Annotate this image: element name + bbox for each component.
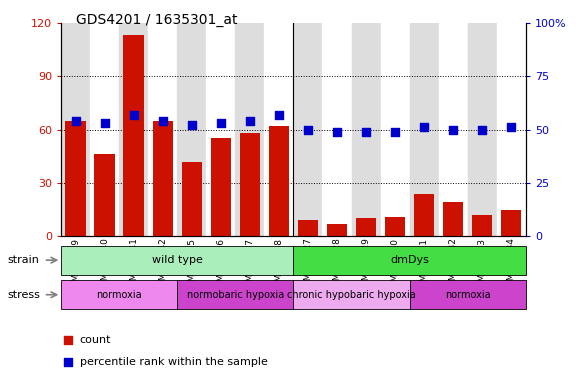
Point [332,129,342,135]
Text: dmDys: dmDys [390,255,429,265]
Bar [61,23,90,236]
Point [187,122,196,128]
Bar [293,246,526,275]
Bar [61,246,293,275]
Point [507,124,516,131]
Point [216,120,225,126]
Bar [327,224,347,236]
Point [100,120,109,126]
Bar [65,121,86,236]
Text: GDS4201 / 1635301_at: GDS4201 / 1635301_at [76,13,237,27]
Bar [177,23,206,236]
Text: normoxia: normoxia [445,290,490,300]
Text: percentile rank within the sample: percentile rank within the sample [80,358,267,367]
Bar [381,23,410,236]
Bar [414,194,435,236]
Bar [385,217,406,236]
Bar [356,218,376,236]
Point [478,126,487,132]
Bar [211,139,231,236]
Bar [181,162,202,236]
Bar [240,133,260,236]
Point [63,337,73,343]
Bar [322,23,352,236]
Point [158,118,167,124]
Text: wild type: wild type [152,255,203,265]
Bar [177,280,293,309]
Point [390,129,400,135]
Point [129,112,138,118]
Bar [119,23,148,236]
Bar [443,202,464,236]
Point [419,124,429,131]
Point [71,118,80,124]
Bar [298,220,318,236]
Bar [410,23,439,236]
Bar [269,126,289,236]
Text: normoxia: normoxia [96,290,142,300]
Text: stress: stress [7,290,40,300]
Bar [152,121,173,236]
Bar [206,23,235,236]
Point [274,112,284,118]
Bar [439,23,468,236]
Text: count: count [80,335,111,345]
Bar [61,280,177,309]
Bar [410,280,526,309]
Bar [293,23,322,236]
Text: chronic hypobaric hypoxia: chronic hypobaric hypoxia [287,290,416,300]
Bar [501,210,522,236]
Point [361,129,371,135]
Bar [148,23,177,236]
Bar [468,23,497,236]
Bar [293,280,410,309]
Bar [352,23,381,236]
Point [449,126,458,132]
Point [63,359,73,366]
Bar [95,154,115,236]
Bar [497,23,526,236]
Point [245,118,254,124]
Bar [124,35,144,236]
Text: strain: strain [7,255,39,265]
Bar [235,23,264,236]
Bar [472,215,493,236]
Text: normobaric hypoxia: normobaric hypoxia [187,290,284,300]
Point [303,126,313,132]
Bar [90,23,119,236]
Bar [264,23,293,236]
